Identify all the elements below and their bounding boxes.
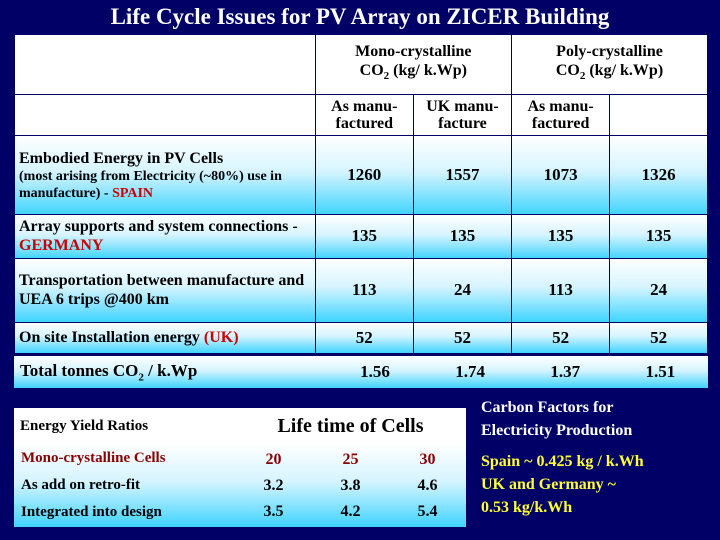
total-value: 1.74: [455, 362, 485, 381]
value-cell: 1073: [510, 135, 611, 216]
total-label: Total tonnes CO2 / k.Wp: [14, 356, 327, 388]
poly-header-line2: CO2 (kg/ k.Wp): [555, 62, 664, 83]
total-row: Total tonnes CO2 / k.Wp 1.56 1.74 1.37 1…: [14, 356, 708, 388]
row-supports-country: GERMANY: [19, 237, 104, 255]
subheader-line: As manu-: [331, 98, 398, 116]
carbon-line: UK and Germany ~: [481, 476, 616, 493]
subheader-line: factured: [531, 115, 590, 133]
value-cell: 113: [314, 257, 414, 323]
carbon-factors-title: Carbon Factors for Electricity Productio…: [481, 396, 632, 442]
blank-subheader-cell: [14, 94, 316, 137]
yield-label: Mono-crystalline Cells: [21, 450, 166, 466]
carbon-title-line: Carbon Factors for: [481, 399, 614, 416]
value-cell: 1260: [314, 135, 414, 216]
row-installation-label: On site Installation energy (UK): [14, 321, 316, 355]
subheader-mono-uk: UK manu- facture: [412, 94, 512, 137]
row-installation-text: On site Installation energy: [19, 329, 204, 347]
yield-labels: Mono-crystalline Cells As add on retro-f…: [14, 444, 235, 527]
value-cell: 24: [412, 257, 512, 323]
row-embodied-detail: (most arising from Electricity (~80%) us…: [19, 168, 311, 202]
total-label-text: Total tonnes CO: [20, 360, 139, 380]
page-title: Life Cycle Issues for PV Array on ZICER …: [110, 4, 610, 29]
lifetime-title: Life time of Cells: [235, 408, 466, 444]
energy-yield-table: Energy Yield Ratios Life time of Cells M…: [14, 408, 466, 527]
poly-header: Poly-crystalline CO2 (kg/ k.Wp): [510, 33, 709, 96]
value-cell: 135: [314, 214, 414, 259]
subheader-line: facture: [438, 115, 487, 133]
life-cycle-table: Mono-crystalline CO2 (kg/ k.Wp) Poly-cry…: [14, 33, 709, 355]
yield-col-20: 20 3.2 3.5: [235, 444, 312, 527]
value-cell: 135: [510, 214, 611, 259]
subheader-line: UK manu-: [426, 98, 499, 116]
total-label-unit: / k.Wp: [143, 360, 198, 380]
yield-label: As add on retro-fit: [21, 477, 141, 493]
blank-header-cell: [14, 33, 316, 96]
value-cell: 52: [510, 321, 611, 355]
yield-col-25: 25 3.8 4.2: [312, 444, 389, 527]
poly-header-line1: Poly-crystalline: [556, 43, 663, 61]
year-label: 20: [265, 450, 282, 468]
carbon-line: 0.53 kg/k.Wh: [481, 499, 573, 516]
value-cell: 135: [609, 214, 708, 259]
yield-value: 3.2: [263, 476, 284, 494]
row-installation-country: (UK): [203, 329, 239, 347]
mono-header-line1: Mono-crystalline: [355, 43, 472, 61]
subheader-line: factured: [335, 115, 394, 133]
total-value: 1.37: [550, 362, 581, 381]
value-cell: 135: [412, 214, 512, 259]
row-transport-label: Transportation between manufacture and U…: [14, 257, 316, 323]
row-supports-text: Array supports and system connections -: [19, 218, 298, 236]
subheader-poly-manufactured: As manu- factured: [510, 94, 611, 137]
value-cell: 52: [412, 321, 512, 355]
yield-title: Energy Yield Ratios: [14, 408, 235, 444]
subheader-poly-blank: [609, 94, 708, 137]
row-supports-label: Array supports and system connections - …: [14, 214, 316, 259]
yield-value: 3.5: [263, 502, 284, 520]
year-label: 25: [342, 450, 359, 468]
row-embodied-detail-text: (most arising from Electricity (~80%) us…: [19, 168, 282, 201]
value-cell: 1557: [412, 135, 512, 216]
yield-value: 3.8: [340, 476, 361, 494]
yield-label: Integrated into design: [21, 504, 162, 520]
value-cell: 52: [609, 321, 708, 355]
total-value: 1.56: [360, 362, 390, 381]
row-embodied-title: Embodied Energy in PV Cells: [19, 149, 224, 167]
yield-value: 4.6: [417, 476, 438, 494]
mono-header: Mono-crystalline CO2 (kg/ k.Wp): [314, 33, 512, 96]
total-value: 1.51: [645, 362, 676, 381]
subheader-mono-manufactured: As manu- factured: [314, 94, 414, 137]
subheader-line: As manu-: [527, 98, 594, 116]
carbon-factors-text: Spain ~ 0.425 kg / k.Wh UK and Germany ~…: [481, 450, 644, 519]
carbon-title-line: Electricity Production: [481, 422, 633, 439]
carbon-line: Spain ~ 0.425 kg / k.Wh: [481, 453, 644, 470]
row-embodied-label: Embodied Energy in PV Cells (most arisin…: [14, 135, 316, 216]
total-label-sub: 2: [138, 371, 144, 384]
mono-header-line2: CO2 (kg/ k.Wp): [359, 62, 467, 83]
value-cell: 113: [510, 257, 611, 323]
value-cell: 24: [609, 257, 708, 323]
value-cell: 1326: [609, 135, 708, 216]
row-embodied-country: SPAIN: [112, 185, 154, 201]
year-label: 30: [419, 450, 436, 468]
value-cell: 52: [314, 321, 414, 355]
yield-value: 4.2: [340, 502, 361, 520]
yield-value: 5.4: [417, 502, 438, 520]
yield-col-30: 30 4.6 5.4: [389, 444, 466, 527]
